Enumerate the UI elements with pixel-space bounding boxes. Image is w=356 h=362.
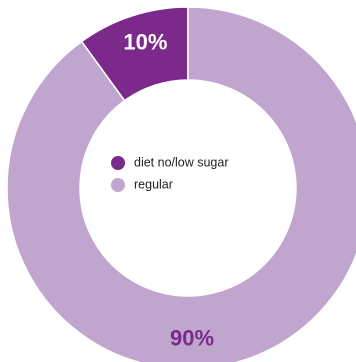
legend-swatch-regular xyxy=(111,178,125,192)
legend-label-regular: regular xyxy=(134,177,173,191)
legend-label-diet: diet no/low sugar xyxy=(134,155,229,169)
slices-group xyxy=(7,7,356,362)
legend-swatch-diet xyxy=(111,156,125,170)
legend: diet no/low sugar regular xyxy=(111,155,229,192)
value-label-regular: 90% xyxy=(170,325,214,350)
value-label-diet: 10% xyxy=(123,30,167,55)
